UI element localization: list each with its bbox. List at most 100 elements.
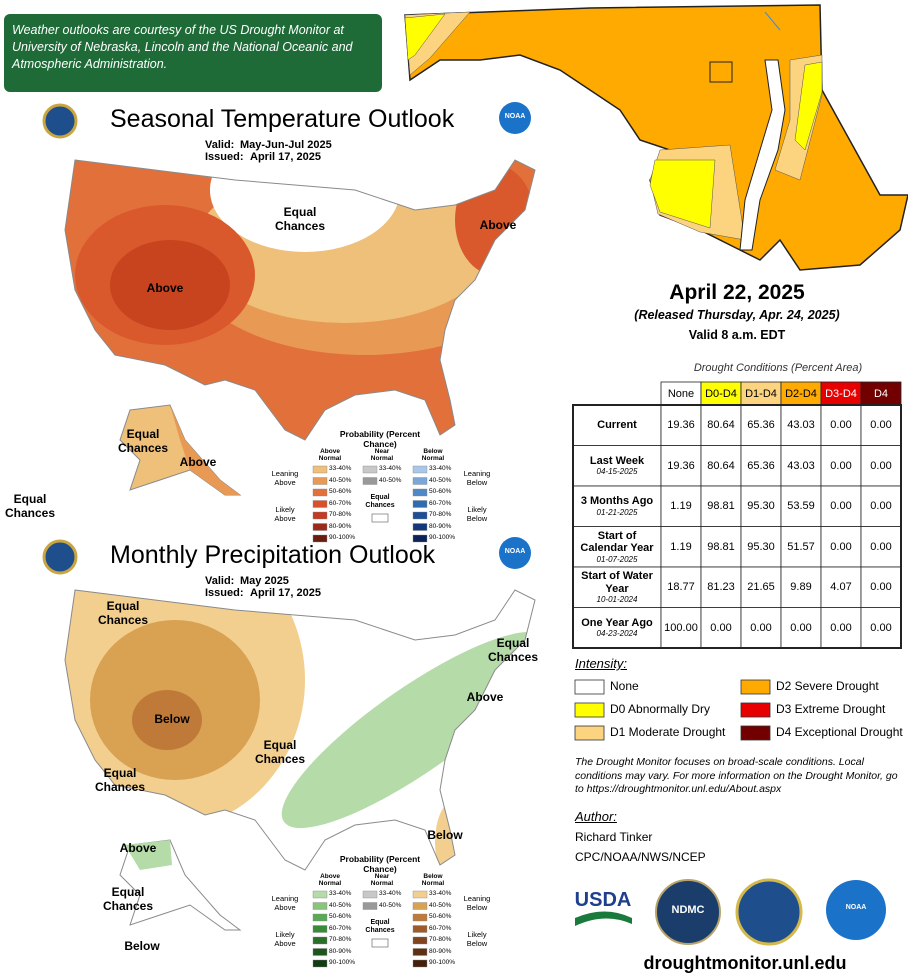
- column-header: D0-D4: [705, 388, 737, 400]
- row-date: 04-15-2025: [596, 467, 638, 477]
- legend-swatch: [312, 925, 328, 933]
- legend-bin: 90-100%: [329, 959, 356, 966]
- valid-time: Valid 8 a.m. EDT: [688, 328, 786, 342]
- noaa-seal: [499, 102, 531, 134]
- legend-title: Probability (Percent Chance): [339, 429, 421, 449]
- row-header: Start of Calendar Year 01-07-2025: [573, 527, 661, 568]
- table-cell: [780, 526, 822, 568]
- cell-value: 53.59: [787, 500, 815, 512]
- valid-label: Valid:: [205, 575, 235, 587]
- legend-swatch: [412, 948, 428, 956]
- row-header: One Year Ago 04-23-2024: [573, 608, 661, 649]
- cell-value: 0.00: [870, 459, 892, 472]
- cell-value: 80.64: [707, 459, 735, 472]
- precipitation-map: [64, 589, 536, 871]
- map-label: Below: [427, 828, 463, 842]
- legend-bin: 70-80%: [429, 936, 452, 943]
- row-header-cell: [572, 526, 662, 568]
- table-cell: [740, 566, 782, 608]
- legend-bin: 80-90%: [429, 522, 452, 530]
- legend-side-label: Likely Below: [466, 505, 488, 523]
- map-label: Equal Chances: [4, 492, 56, 520]
- row-header-cell: [572, 607, 662, 649]
- cell-value: 18.77: [667, 581, 695, 593]
- cell-value: 0.00: [870, 581, 892, 593]
- table-cell: [860, 404, 902, 446]
- table-cell: [820, 404, 862, 446]
- legend-bin: 60-70%: [329, 924, 352, 932]
- legend-swatch: [412, 890, 428, 899]
- map-label: Equal Chances: [97, 599, 149, 627]
- legend-swatch: [362, 477, 378, 485]
- d0-area: [649, 159, 716, 229]
- map-label: Above: [479, 218, 517, 232]
- cell-value: 43.03: [787, 459, 815, 472]
- table-cell: [860, 526, 902, 568]
- cell-value: 1.19: [670, 540, 692, 553]
- row-label: Last Week: [589, 454, 645, 467]
- cell-value: 65.36: [747, 419, 775, 431]
- legend-swatch: [412, 913, 428, 922]
- legend-swatch: [312, 936, 328, 945]
- chesapeake-bay: [739, 59, 786, 251]
- intensity-title: Intensity:: [575, 656, 628, 671]
- intensity-label: D4 Exceptional Drought: [776, 725, 903, 739]
- legend-bin: 50-60%: [429, 913, 452, 920]
- legend-swatch: [412, 488, 428, 497]
- cell-value: 51.57: [787, 540, 815, 553]
- table-cell: [700, 445, 742, 487]
- table-title: Drought Conditions (Percent Area): [693, 362, 863, 374]
- column-header: D1-D4: [745, 388, 777, 400]
- row-label: 3 Months Ago: [580, 495, 654, 508]
- legend-bin: 60-70%: [329, 499, 352, 507]
- area-above: [281, 631, 535, 829]
- table-border: [572, 404, 902, 649]
- row-label: One Year Ago: [581, 616, 653, 629]
- column-header: D3-D4: [825, 388, 857, 400]
- legend-bin: 60-70%: [429, 499, 452, 507]
- noaa-seal: [826, 880, 886, 940]
- legend-swatch: [312, 523, 328, 531]
- column-header: D2-D4: [785, 388, 817, 400]
- legend-column-head: Near Normal: [370, 448, 394, 463]
- map-label: Below: [154, 712, 190, 726]
- intensity-swatch: [574, 725, 605, 741]
- cell-value: 0.00: [870, 419, 892, 431]
- cell-value: 0.00: [830, 500, 852, 512]
- table-cell: [820, 566, 862, 608]
- legend-bin: 70-80%: [329, 511, 352, 518]
- doc-seal: [42, 103, 78, 139]
- column-header: None: [667, 388, 695, 400]
- row-header: Start of Water Year 10-01-2024: [573, 567, 661, 608]
- table-cell: [820, 485, 862, 527]
- legend-swatch: [312, 959, 328, 968]
- legend-swatch: [412, 511, 428, 520]
- table-cell: [740, 485, 782, 527]
- intensity-swatch: [740, 679, 771, 695]
- row-header-cell: [572, 566, 662, 608]
- legend-bin: 80-90%: [329, 947, 352, 955]
- legend-equal: Equal Chances: [365, 919, 395, 935]
- valid-period: May 2025: [240, 575, 289, 587]
- table-cell: [780, 485, 822, 527]
- logo-text: NOAA: [504, 548, 526, 555]
- intensity-label: D1 Moderate Drought: [610, 725, 726, 739]
- map-label: Above: [179, 455, 217, 469]
- legend-swatch: [412, 534, 428, 543]
- legend-swatch: [362, 902, 378, 910]
- legend-bin: 33-40%: [429, 465, 452, 472]
- legend-bin: 40-50%: [329, 901, 352, 909]
- doc-seal: [735, 878, 803, 946]
- legend-equal: Equal Chances: [365, 494, 395, 510]
- area-50-60: [132, 690, 202, 750]
- row-date: 04-23-2024: [596, 629, 638, 639]
- legend-swatch: [362, 465, 378, 474]
- release-date: (Released Thursday, Apr. 24, 2025): [634, 308, 840, 322]
- map-label: Above: [146, 281, 184, 295]
- cell-value: 95.30: [747, 500, 775, 512]
- cell-value: 19.36: [667, 419, 695, 431]
- issued-label: Issued:: [205, 151, 244, 163]
- cell-value: 0.00: [790, 621, 812, 634]
- intensity-label: D3 Extreme Drought: [776, 702, 886, 716]
